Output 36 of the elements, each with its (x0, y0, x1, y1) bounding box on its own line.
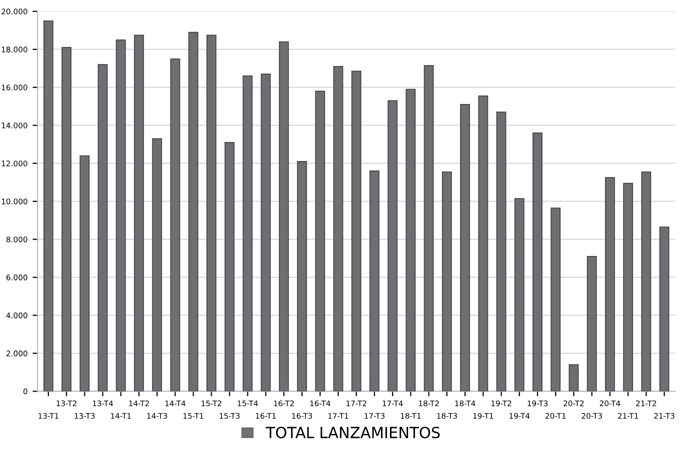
bar (532, 132, 542, 392)
bar (224, 142, 234, 392)
bar (242, 76, 253, 392)
bar (116, 39, 126, 392)
bar (586, 256, 597, 392)
bar (460, 104, 470, 392)
bar (278, 41, 289, 392)
bar (170, 58, 180, 392)
bar (370, 170, 380, 392)
bar (478, 95, 488, 392)
bar (605, 177, 615, 392)
bar (659, 226, 670, 392)
bar (442, 171, 452, 392)
bar (260, 74, 271, 392)
bar (152, 138, 162, 392)
bar (641, 171, 652, 392)
bar (134, 34, 144, 392)
bar (98, 64, 108, 392)
bar (496, 112, 506, 392)
bar (351, 70, 362, 392)
bar (315, 90, 326, 392)
bar (206, 34, 216, 392)
bar (388, 100, 398, 392)
bar (43, 20, 54, 392)
bar (568, 364, 579, 392)
bar (333, 66, 344, 392)
legend-label: TOTAL LANZAMIENTOS (266, 426, 440, 438)
bar (514, 198, 524, 392)
bar (406, 88, 416, 392)
bar (623, 182, 634, 392)
bar (297, 161, 307, 392)
bar (424, 65, 434, 392)
bar (188, 32, 198, 392)
bar (80, 155, 90, 392)
bar (62, 47, 72, 392)
bar (550, 208, 561, 392)
